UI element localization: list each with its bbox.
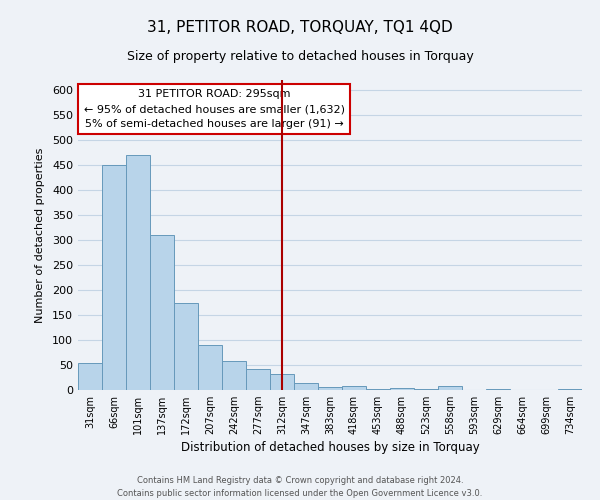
X-axis label: Distribution of detached houses by size in Torquay: Distribution of detached houses by size …	[181, 442, 479, 454]
Bar	[390, 388, 414, 390]
Bar	[342, 386, 366, 390]
Bar	[126, 155, 150, 390]
Bar	[222, 361, 246, 390]
Text: Contains HM Land Registry data © Crown copyright and database right 2024.
Contai: Contains HM Land Registry data © Crown c…	[118, 476, 482, 498]
Bar	[294, 382, 318, 390]
Bar	[246, 369, 270, 390]
Bar	[270, 374, 294, 390]
Text: Size of property relative to detached houses in Torquay: Size of property relative to detached ho…	[127, 50, 473, 63]
Text: 31 PETITOR ROAD: 295sqm
← 95% of detached houses are smaller (1,632)
5% of semi-: 31 PETITOR ROAD: 295sqm ← 95% of detache…	[83, 90, 344, 129]
Bar	[366, 388, 390, 390]
Bar	[438, 386, 462, 390]
Y-axis label: Number of detached properties: Number of detached properties	[35, 148, 45, 322]
Bar	[198, 345, 222, 390]
Bar	[414, 388, 438, 390]
Text: 31, PETITOR ROAD, TORQUAY, TQ1 4QD: 31, PETITOR ROAD, TORQUAY, TQ1 4QD	[147, 20, 453, 35]
Bar	[486, 389, 510, 390]
Bar	[102, 165, 126, 390]
Bar	[318, 386, 342, 390]
Bar	[150, 235, 174, 390]
Bar	[174, 302, 198, 390]
Bar	[78, 362, 102, 390]
Bar	[558, 389, 582, 390]
